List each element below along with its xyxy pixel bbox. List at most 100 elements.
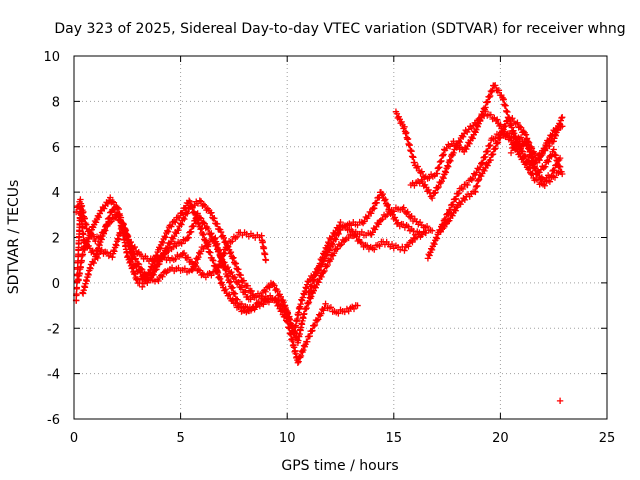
data-point [400,204,407,211]
data-point [546,136,553,144]
y-tick-label: -4 [47,368,60,383]
data-point [323,252,331,260]
data-point [274,287,281,295]
data-point [265,283,272,290]
data-point [530,159,537,166]
data-point [513,139,520,147]
data-point [454,190,462,198]
data-point [300,346,307,354]
data-point [446,156,453,164]
data-point [238,300,246,308]
data-point [337,242,344,249]
data-point [554,157,562,165]
data-point [262,256,270,264]
data-point [107,209,115,216]
y-tick-label: 0 [52,277,60,292]
data-point [541,163,549,170]
data-point [164,244,172,251]
data-point [492,145,499,152]
data-point [410,234,417,242]
data-point [155,277,162,285]
data-point [235,266,242,273]
data-point [327,236,335,243]
data-point [457,201,464,208]
data-point [439,152,447,159]
data-point [175,226,182,234]
data-point [558,114,565,122]
data-point [495,87,503,94]
data-point [302,305,310,313]
data-point [492,82,499,89]
data-point [89,231,97,238]
data-point [207,249,214,256]
data-point [297,300,304,308]
data-point [428,194,436,202]
data-point [215,274,222,281]
data-point [272,295,279,303]
data-point [330,250,338,257]
data-point [388,240,396,248]
data-point [124,252,132,260]
data-point [195,253,202,261]
data-point [180,214,187,222]
data-point [295,358,302,365]
data-point [382,196,389,203]
data-point [86,226,93,234]
data-point [310,322,318,330]
data-point [428,227,436,234]
y-tick-label: -2 [47,322,60,337]
data-point [109,253,116,261]
data-point [489,150,497,158]
data-point [316,260,324,267]
data-point [552,152,560,159]
y-tick-label: 8 [52,95,60,110]
data-point [556,163,564,171]
data-point [337,218,344,226]
data-point [204,225,212,233]
data-point [546,142,553,150]
data-point [443,144,450,152]
data-point [398,118,405,126]
data-point [130,270,138,278]
data-point [325,240,333,247]
data-point [301,310,308,317]
data-point [132,255,140,262]
data-point [114,235,121,242]
data-point [336,222,343,229]
data-point [499,128,507,135]
data-point [196,197,203,204]
data-point [275,301,282,308]
data-point [220,249,227,257]
data-point [449,201,457,208]
data-point [194,210,201,217]
data-point [229,284,236,291]
data-point [370,205,378,212]
data-point [435,183,442,191]
x-tick-label: 20 [492,431,509,446]
data-point [159,239,167,247]
data-point [260,301,267,308]
data-point [216,262,224,269]
data-point [441,168,449,175]
data-point [173,230,180,237]
data-point [149,270,156,278]
data-point [551,151,558,158]
data-point [526,146,533,153]
data-point [404,208,411,216]
data-point [208,272,215,279]
data-point [514,119,521,126]
data-point [185,205,193,213]
data-point [73,284,81,291]
data-point [131,243,138,251]
data-point [181,265,189,272]
x-axis-label: GPS time / hours [281,458,398,474]
data-point [150,271,157,279]
data-point [248,287,255,295]
data-point [431,241,438,248]
data-point [258,292,265,300]
grid-lines [74,56,607,419]
data-point [507,149,515,157]
data-point [100,205,108,212]
data-point [312,284,319,291]
